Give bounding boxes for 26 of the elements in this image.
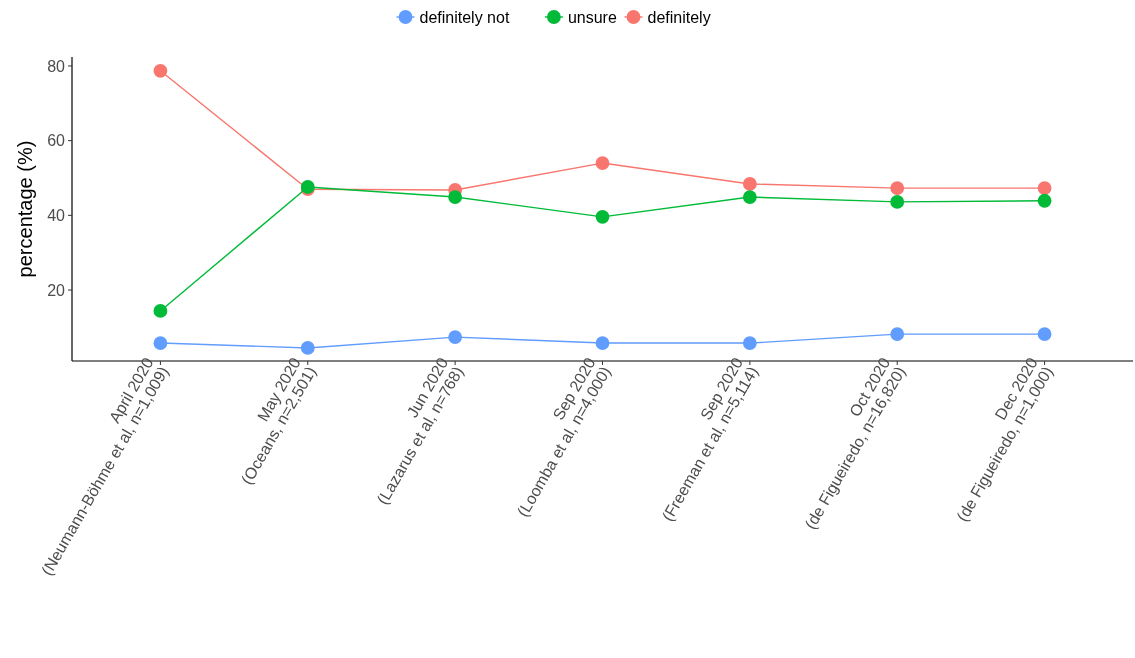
point: [742, 190, 757, 204]
point: [595, 156, 610, 170]
point: [742, 177, 757, 191]
y-axis-title: percentage (%): [14, 140, 36, 278]
point: [153, 304, 168, 318]
point: [1037, 181, 1052, 195]
legend-label: definitely not: [419, 8, 510, 26]
point: [448, 330, 463, 344]
point: [890, 327, 905, 342]
y-tick-label: 80: [47, 57, 66, 75]
point: [595, 209, 610, 224]
point: [595, 336, 610, 350]
y-tick-label: 60: [47, 132, 66, 150]
point: [1037, 327, 1052, 342]
point: [300, 341, 315, 355]
legend-label: unsure: [567, 8, 617, 26]
legend-label: definitely: [647, 8, 711, 26]
y-tick-label: 20: [47, 281, 66, 299]
point: [890, 195, 905, 209]
point: [153, 336, 168, 350]
point: [153, 63, 168, 78]
point: [890, 181, 905, 195]
point: [1037, 193, 1052, 208]
point: [448, 190, 463, 204]
point: [742, 336, 757, 350]
y-tick-label: 40: [47, 206, 66, 224]
